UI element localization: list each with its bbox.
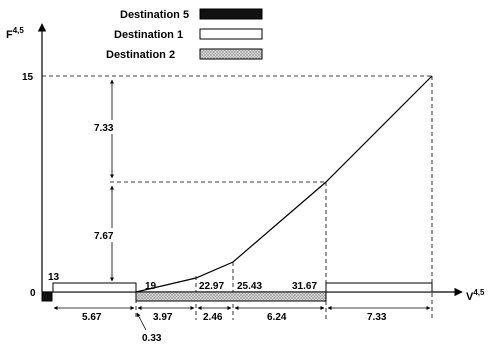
- breakpoint-label-19: 19: [145, 281, 157, 292]
- legend-swatch-destination-1: [199, 28, 263, 40]
- y-tick-label-15: 15: [22, 72, 34, 83]
- measure-label-lower: 7.67: [94, 231, 114, 242]
- origin-label: 0: [30, 288, 36, 299]
- legend-label-destination-5: Destination 5: [120, 9, 189, 21]
- gap-pointer-arrow: [136, 312, 147, 331]
- bar-destination-5: [41, 291, 53, 302]
- segment-label-2: 3.97: [153, 312, 173, 323]
- segment-label-1: 5.67: [82, 312, 102, 323]
- bar-destination-2: [135, 291, 327, 302]
- segment-label-3: 2.46: [203, 312, 223, 323]
- y-axis-label: F4,5: [6, 26, 24, 41]
- measure-label-upper: 7.33: [94, 123, 114, 134]
- bar-destination-1-second: [325, 282, 433, 293]
- legend-label-destination-2: Destination 2: [106, 49, 175, 61]
- breakpoint-label-31-67: 31.67: [292, 281, 317, 292]
- legend-swatch-destination-5: [199, 8, 263, 20]
- segment-label-5: 7.33: [367, 312, 387, 323]
- legend: Destination 5 Destination 1 Destination …: [106, 8, 263, 61]
- segment-label-4: 6.24: [267, 312, 287, 323]
- breakpoint-label-25-43: 25.43: [237, 281, 262, 292]
- breakpoint-label-13: 13: [48, 272, 60, 283]
- gap-label: 0.33: [142, 333, 162, 344]
- bar-destination-1-first: [52, 282, 137, 293]
- legend-swatch-destination-2: [199, 48, 263, 60]
- breakpoint-label-22-97: 22.97: [199, 281, 224, 292]
- x-axis-label: V4,5: [466, 288, 485, 303]
- cost-curve: [135, 75, 433, 293]
- legend-label-destination-1: Destination 1: [114, 29, 183, 41]
